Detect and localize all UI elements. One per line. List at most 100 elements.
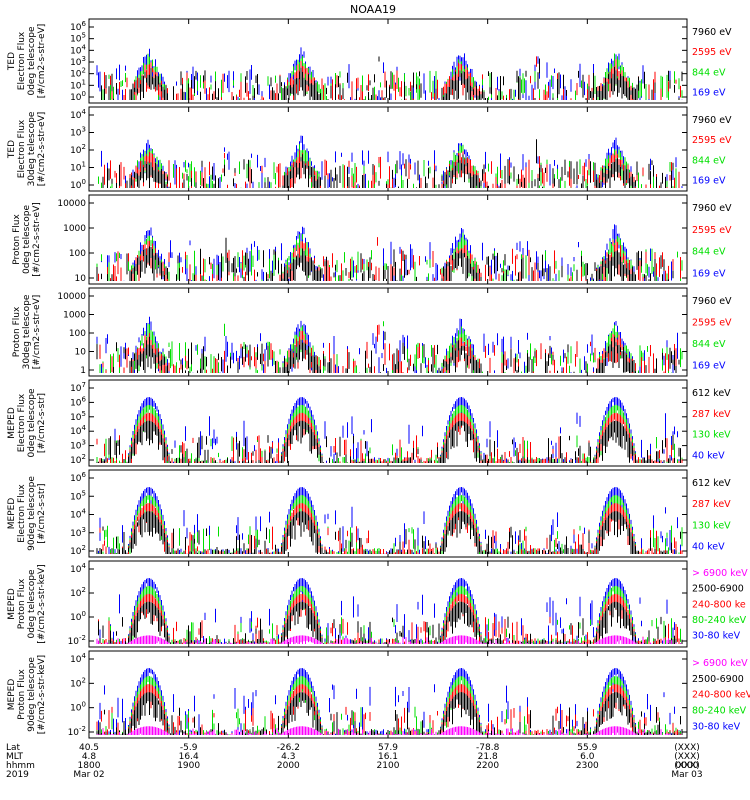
- legend-entry: > 6900 keV: [692, 568, 748, 579]
- legend-entry: 844 eV: [692, 67, 726, 78]
- y-label-line: MEPED: [7, 407, 17, 439]
- data-traces: [96, 578, 683, 644]
- y-axis-label: TED Electron Flux 30deg telescope [#/cm2-s-…: [7, 111, 47, 186]
- y-tick-label: 104: [70, 108, 86, 121]
- y-tick-label: 1000: [63, 311, 86, 321]
- y-label-line: 30deg telescope: [22, 294, 32, 369]
- y-tick-label: 1: [80, 366, 86, 376]
- y-ticks: 1 10 100 1000 10000: [57, 292, 687, 376]
- y-tick-label: 105: [70, 489, 86, 502]
- y-tick-label: 105: [70, 410, 86, 423]
- y-ticks: 100 101 102 103 104: [70, 108, 687, 191]
- legend: 7960 eV 2595 eV 844 eV 169 eV: [692, 27, 732, 99]
- series-red: [98, 593, 680, 644]
- legend-entry: 287 keV: [692, 409, 731, 420]
- y-label-line: 90deg telescope: [27, 476, 37, 551]
- x-row-label: Lat: [6, 743, 21, 753]
- data-traces: [96, 487, 683, 554]
- series-blue: [96, 578, 683, 644]
- y-tick-label: 104: [70, 424, 86, 437]
- data-traces: [96, 47, 683, 100]
- legend-entry: 612 keV: [692, 388, 731, 399]
- series-red: [99, 324, 677, 373]
- series-blue: [98, 668, 681, 735]
- y-label-line: [#/cm2-s-str-keV]: [37, 655, 47, 734]
- panel-3: 10 100 1000 10000 Proton Flux 0deg telescope[…: [12, 194, 732, 285]
- y-label-line: [#/cm2-s-str-eV]: [37, 112, 47, 187]
- series-black: [96, 692, 683, 735]
- legend-entry: 169 eV: [692, 360, 726, 371]
- legend-entry: 169 eV: [692, 176, 726, 187]
- y-ticks: 10-2 100 102 104: [68, 562, 687, 647]
- series-green: [96, 495, 683, 554]
- y-tick-label: 106: [70, 395, 86, 408]
- y-tick-label: 10000: [57, 292, 86, 302]
- x-tick-hhmm: 0000: [676, 761, 699, 771]
- y-label-line: Proton Flux: [12, 306, 22, 357]
- panel-frame: [88, 469, 688, 558]
- y-ticks: 10-2 100 102 104: [68, 652, 687, 738]
- legend-entry: 80-240 keV: [692, 615, 747, 626]
- legend-entry: 2595 eV: [692, 47, 732, 58]
- y-ticks: 10 100 1000 10000: [57, 199, 687, 284]
- x-tick-hhmm: 2000: [277, 761, 300, 771]
- y-tick-label: 103: [70, 526, 86, 539]
- series-red: [96, 503, 683, 554]
- legend-entry: 7960 eV: [692, 296, 732, 307]
- series-red: [104, 150, 680, 188]
- y-tick-label: 107: [70, 381, 86, 394]
- y-tick-label: 104: [70, 652, 86, 665]
- series-magenta: [96, 635, 681, 644]
- y-tick-label: 102: [70, 586, 86, 599]
- y-label-line: Electron Flux: [17, 119, 27, 178]
- y-tick-label: 1000: [63, 224, 86, 234]
- y-tick-label: 102: [70, 143, 86, 156]
- x-tick-mlt: 4.3: [281, 752, 295, 762]
- y-ticks: 102 103 104 105 106: [70, 471, 687, 557]
- y-tick-label: 103: [70, 439, 86, 452]
- y-axis-label: MEPED Electron Flux 90deg telescope [#/cm2-…: [7, 476, 47, 551]
- legend-entry: 130 keV: [692, 430, 731, 441]
- y-label-line: [#/cm2-s-str]: [37, 393, 47, 453]
- y-tick-label: 104: [70, 562, 86, 575]
- legend-entry: 40 keV: [692, 541, 725, 552]
- legend: > 6900 keV 2500-6900 240-800 keV 80-240 keV…: [692, 658, 750, 732]
- panel-2: 100 101 102 103 104 TED Electron Flux 30deg tel…: [7, 106, 732, 192]
- legend: 612 keV 287 keV 130 keV 40 keV: [692, 388, 731, 462]
- y-tick-label: 106: [70, 471, 86, 484]
- y-tick-label: 10-2: [68, 634, 86, 647]
- y-tick-label: 102: [70, 67, 86, 80]
- y-label-line: Electron Flux: [17, 393, 27, 452]
- x-tick-hhmm: 1800: [78, 761, 101, 771]
- panel-frame: [88, 560, 688, 648]
- y-label-line: Proton Flux: [17, 669, 27, 720]
- panel-8: 10-2 100 102 104 MEPED Proton Flux 90deg teles…: [7, 650, 750, 739]
- y-label-line: [#/cm2-s-str-eV]: [32, 295, 42, 370]
- legend-entry: 130 keV: [692, 520, 731, 531]
- y-axis-label: MEPED Proton Flux 0deg telescope [#/cm2-s-s…: [7, 564, 47, 643]
- y-label-line: 0deg telescope: [22, 205, 32, 275]
- x-end-label: (XXX): [674, 761, 700, 771]
- y-label-line: 30deg telescope: [27, 111, 37, 186]
- x-tick-date: Mar 03: [671, 770, 702, 780]
- series-black: [96, 511, 681, 554]
- series-black: [96, 420, 681, 463]
- x-tick-lat: 40.5: [79, 743, 99, 753]
- panel-6: 102 103 104 105 106 MEPED Electron Flux 90deg t…: [7, 469, 731, 558]
- y-tick-label: 105: [70, 32, 86, 45]
- series-green: [98, 585, 681, 644]
- legend-entry: 30-80 keV: [692, 721, 741, 732]
- x-tick-mlt: 6.0: [580, 752, 595, 762]
- y-tick-label: 100: [70, 701, 86, 714]
- legend: 612 keV 287 keV 130 keV 40 keV: [692, 478, 731, 552]
